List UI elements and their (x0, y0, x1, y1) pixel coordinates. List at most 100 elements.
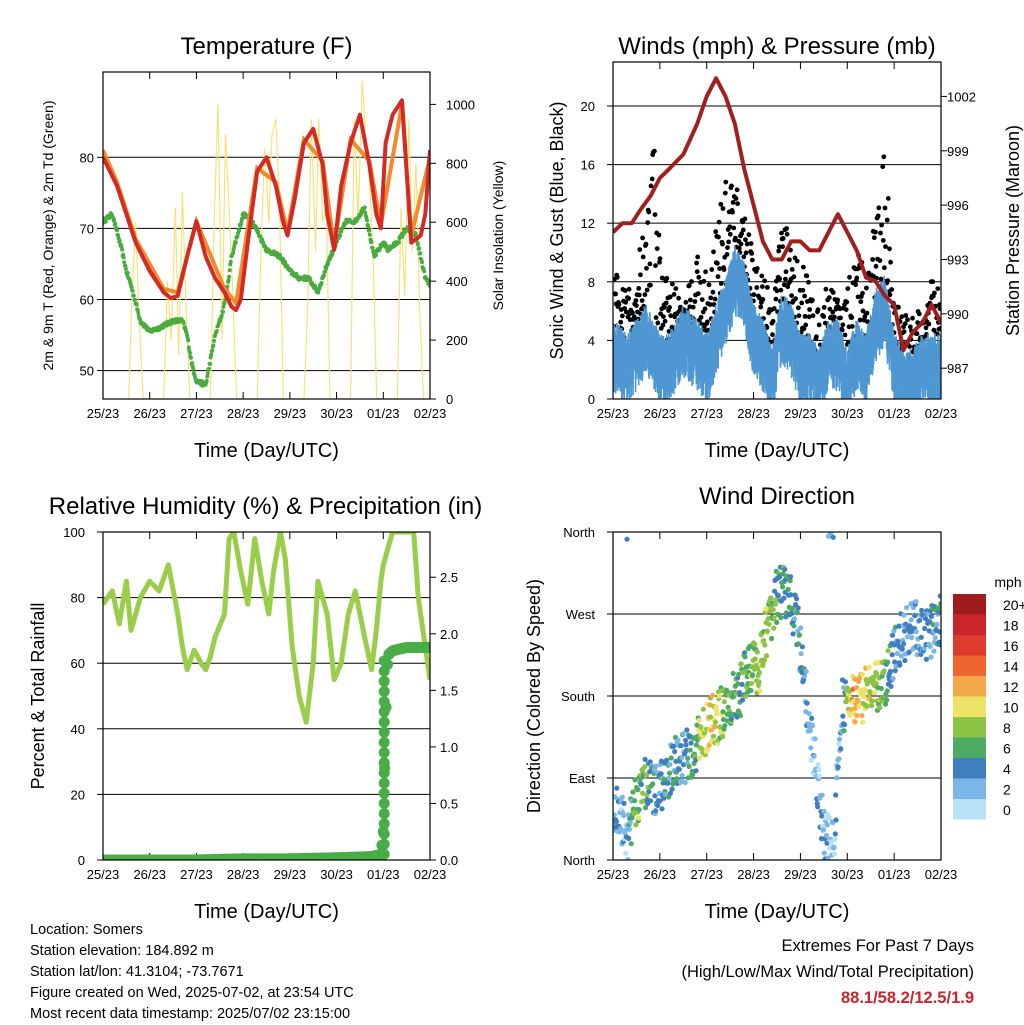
plot-border (612, 61, 942, 400)
x-tick-label: 01/23 (878, 406, 911, 421)
y-tick-label: 0 (588, 392, 595, 407)
direction-point (937, 629, 941, 635)
precip-point (378, 777, 390, 789)
gust-point (849, 324, 855, 329)
direction-point (764, 628, 771, 634)
gust-point (777, 276, 783, 282)
direction-point (928, 654, 934, 660)
gust-point (659, 275, 665, 281)
direction-point (866, 664, 872, 671)
gust-point (711, 249, 716, 255)
y-tick-label: West (566, 607, 596, 622)
gust-point (838, 315, 843, 321)
gust-point (916, 311, 922, 317)
direction-point (842, 722, 848, 728)
y2-tick-label: 400 (446, 274, 468, 289)
x-tick-label: 29/23 (784, 406, 817, 421)
dewpoint-point (316, 290, 321, 295)
x-tick-label: 01/23 (367, 867, 400, 882)
dewpoint-point (321, 273, 326, 278)
y-tick-label: 80 (71, 591, 85, 606)
direction-point (904, 634, 911, 640)
y-tick-label: 20 (71, 787, 85, 802)
gust-point (718, 201, 724, 207)
dewpoint-point (367, 228, 372, 233)
gust-point (743, 237, 748, 243)
precip-point (378, 797, 390, 809)
location-text: Location: Somers (30, 922, 143, 938)
gust-point (884, 217, 890, 223)
direction-point (790, 605, 796, 611)
gust-point (647, 261, 653, 267)
gust-point (871, 235, 877, 241)
direction-point (807, 727, 814, 734)
direction-point (720, 716, 727, 723)
y-axis-label: Percent & Total Rainfall (28, 603, 48, 790)
gust-point (720, 206, 726, 211)
gust-series (613, 148, 941, 376)
direction-point (636, 815, 642, 821)
gust-point (830, 309, 836, 315)
gust-point (667, 294, 673, 300)
y2-tick-label: 0.0 (440, 853, 458, 868)
speed-legend (953, 594, 986, 820)
dewpoint-point (222, 301, 227, 306)
gust-point (905, 317, 910, 323)
direction-point (899, 646, 905, 652)
y-axis-label: Sonic Wind & Gust (Blue, Black) (547, 101, 567, 359)
gust-point (853, 282, 859, 288)
gust-point (653, 315, 659, 320)
direction-point (618, 826, 624, 832)
y-tick-label: 50 (80, 364, 94, 379)
gust-point (930, 279, 936, 285)
gust-point (742, 216, 748, 222)
direction-point (889, 652, 895, 658)
direction-point (771, 625, 777, 631)
gust-point (707, 302, 713, 307)
direction-point (834, 775, 840, 781)
direction-point (806, 711, 812, 717)
x-tick-label: 27/23 (180, 406, 213, 421)
gust-point (870, 257, 875, 262)
latlon-text: Station lat/lon: 41.3104; -73.7671 (30, 964, 244, 980)
direction-point (710, 692, 716, 699)
gust-point (864, 310, 870, 316)
legend-swatch (953, 594, 986, 615)
gust-point (690, 304, 696, 310)
gust-point (636, 292, 642, 298)
dewpoint-point (420, 260, 424, 265)
direction-point (833, 792, 839, 798)
direction-point (712, 719, 719, 725)
x-tick-label: 30/23 (831, 406, 864, 421)
gust-point (720, 241, 725, 247)
direction-point (653, 763, 659, 769)
direction-point (907, 624, 914, 630)
dewpoint-point (363, 210, 368, 215)
gust-point (733, 235, 738, 241)
direction-point (778, 615, 784, 621)
gust-point (627, 317, 633, 323)
gust-point (876, 205, 882, 211)
legend-swatch (953, 737, 986, 758)
gust-point (887, 246, 892, 252)
gust-point (923, 325, 929, 331)
x-tick-label: 27/23 (690, 867, 723, 882)
direction-point (693, 768, 699, 774)
direction-point (624, 536, 630, 542)
gust-point (802, 314, 808, 319)
direction-point (626, 835, 632, 842)
legend-label: 6 (1003, 741, 1011, 757)
gust-point (902, 321, 908, 327)
precip-series (103, 641, 430, 860)
direction-point (782, 566, 788, 573)
gust-point (717, 266, 722, 271)
direction-point (881, 668, 887, 674)
gust-point (638, 272, 643, 278)
x-tick-label: 28/23 (227, 867, 260, 882)
direction-point (854, 712, 860, 719)
x-tick-label: 26/23 (133, 867, 166, 882)
direction-point (882, 701, 889, 707)
direction-point (752, 641, 758, 647)
direction-point (720, 709, 726, 715)
direction-point (824, 840, 830, 846)
